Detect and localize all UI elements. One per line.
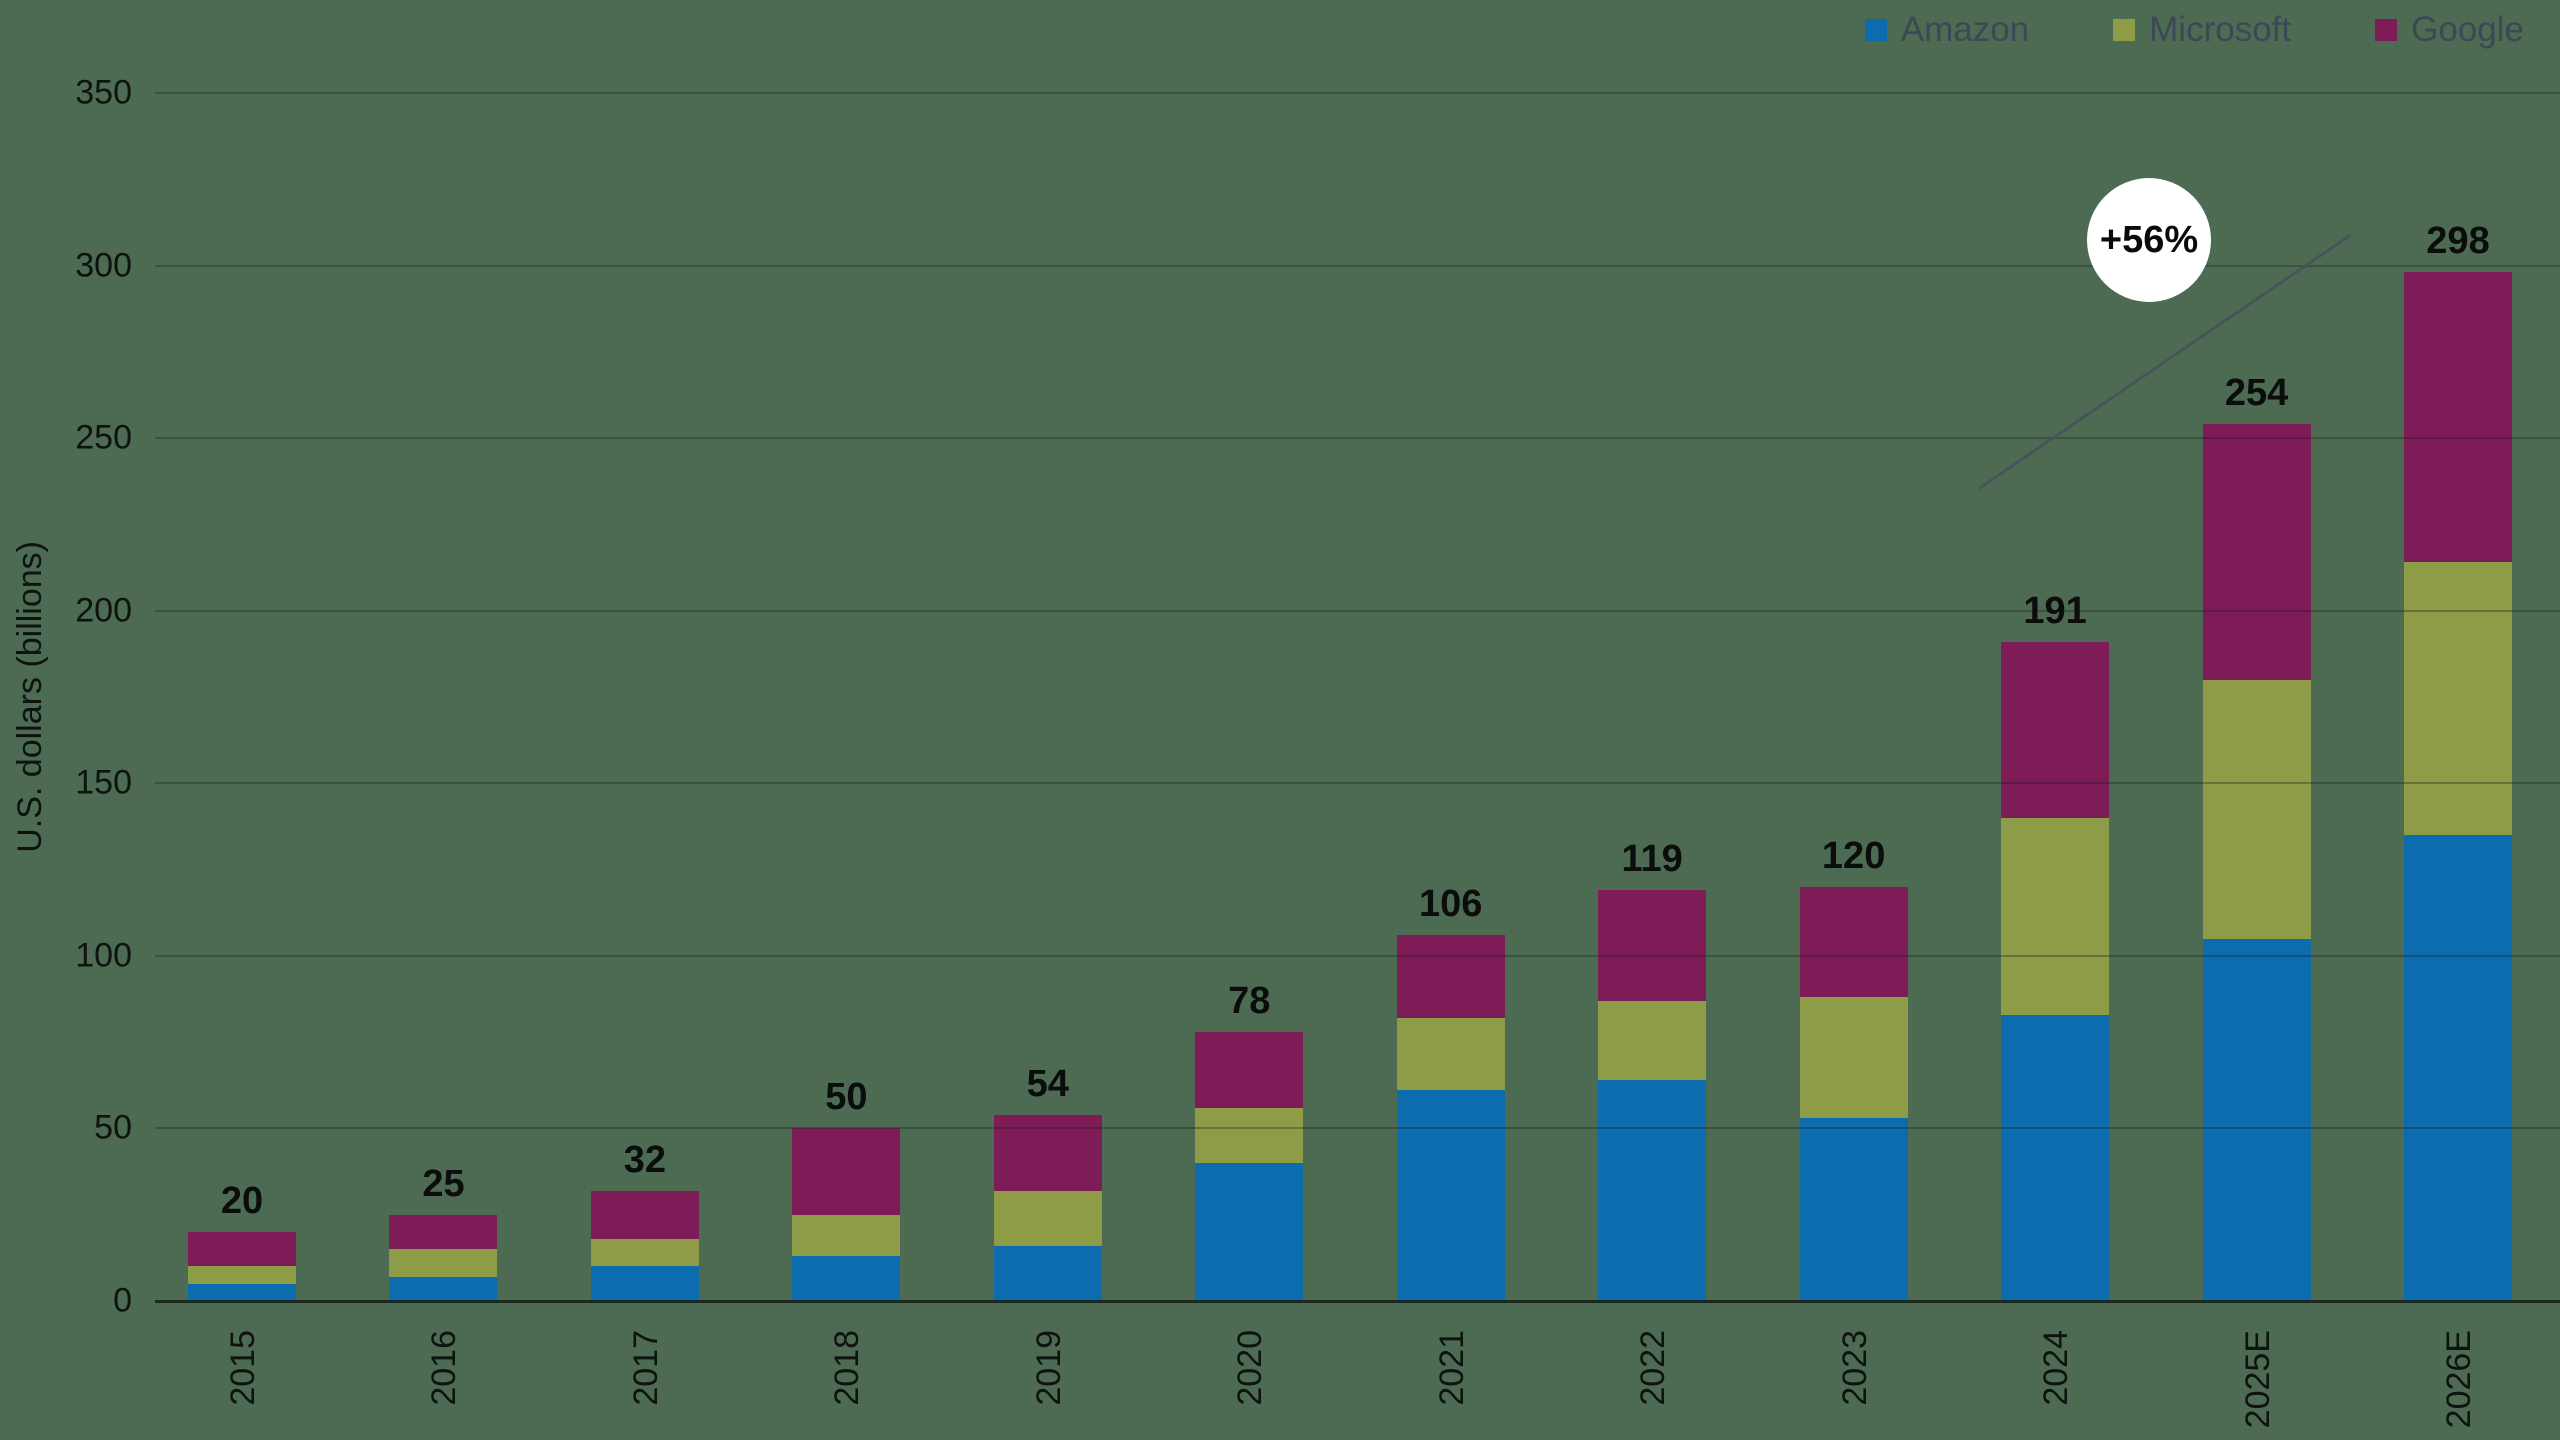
bar-segment-amazon (188, 1283, 296, 1301)
bar-segment-microsoft (389, 1249, 498, 1277)
bar-segment-amazon (2001, 1014, 2110, 1301)
bar-2023 (1799, 886, 1908, 1301)
bar-segment-microsoft (993, 1190, 1102, 1246)
bar-segment-amazon (792, 1256, 901, 1301)
legend-swatch-amazon (1864, 19, 1887, 41)
bar-2024 (2001, 641, 2110, 1301)
y-axis-title-wrap: U.S. dollars (billions) (6, 93, 54, 1301)
legend-label-microsoft: Microsoft (2149, 10, 2292, 49)
bar-segment-google (188, 1231, 296, 1267)
bar-segment-google (1396, 935, 1505, 1018)
bar-segment-google (590, 1190, 699, 1239)
bar-2020 (1195, 1031, 1304, 1301)
bar-2026E (2404, 272, 2512, 1301)
bar-segment-amazon (2202, 938, 2311, 1301)
bar-segment-amazon (1799, 1118, 1908, 1301)
bar-segment-microsoft (2202, 679, 2311, 939)
bar-segment-microsoft (2001, 817, 2110, 1015)
bar-2017 (590, 1190, 699, 1301)
bar-segment-microsoft (792, 1214, 901, 1257)
bar-2018 (792, 1128, 901, 1301)
bar-segment-amazon (1598, 1080, 1707, 1301)
bar-segment-microsoft (1195, 1107, 1304, 1163)
bar-segment-microsoft (1598, 1000, 1707, 1081)
bar-segment-google (2404, 272, 2512, 563)
legend-swatch-google (2375, 19, 2398, 41)
bar-2015 (188, 1231, 296, 1301)
bar-segment-google (2202, 424, 2311, 680)
bar-segment-google (2001, 641, 2110, 818)
bar-2025E (2202, 424, 2311, 1301)
legend-label-google: Google (2411, 10, 2524, 49)
bar-segment-google (389, 1214, 498, 1250)
bar-segment-microsoft (1799, 997, 1908, 1119)
bar-segment-microsoft (188, 1266, 296, 1284)
legend-swatch-microsoft (2113, 19, 2136, 41)
bar-segment-amazon (590, 1266, 699, 1301)
bar-segment-microsoft (1396, 1017, 1505, 1091)
bar-segment-google (1598, 890, 1707, 1001)
legend-label-amazon: Amazon (1900, 10, 2030, 49)
legend-item-microsoft: Microsoft (2113, 10, 2291, 50)
bar-2016 (389, 1214, 498, 1301)
legend: Amazon Microsoft Google (1864, 10, 2524, 50)
bar-segment-amazon (1396, 1090, 1505, 1301)
bar-segment-amazon (389, 1276, 498, 1301)
bar-2021 (1396, 935, 1505, 1301)
bar-segment-amazon (993, 1245, 1102, 1301)
bar-segment-microsoft (2404, 562, 2512, 836)
bar-segment-amazon (2404, 835, 2512, 1301)
bar-segment-google (993, 1114, 1102, 1191)
bar-2019 (993, 1114, 1102, 1301)
bar-segment-google (1799, 886, 1908, 998)
legend-item-amazon: Amazon (1864, 10, 2030, 50)
bar-segment-microsoft (590, 1238, 699, 1267)
bar-2022 (1598, 890, 1707, 1301)
y-axis-title: U.S. dollars (billions) (10, 541, 49, 853)
bar-segment-google (792, 1128, 901, 1215)
bar-segment-amazon (1195, 1162, 1304, 1301)
bar-segment-google (1195, 1031, 1304, 1108)
legend-item-google: Google (2375, 10, 2524, 50)
